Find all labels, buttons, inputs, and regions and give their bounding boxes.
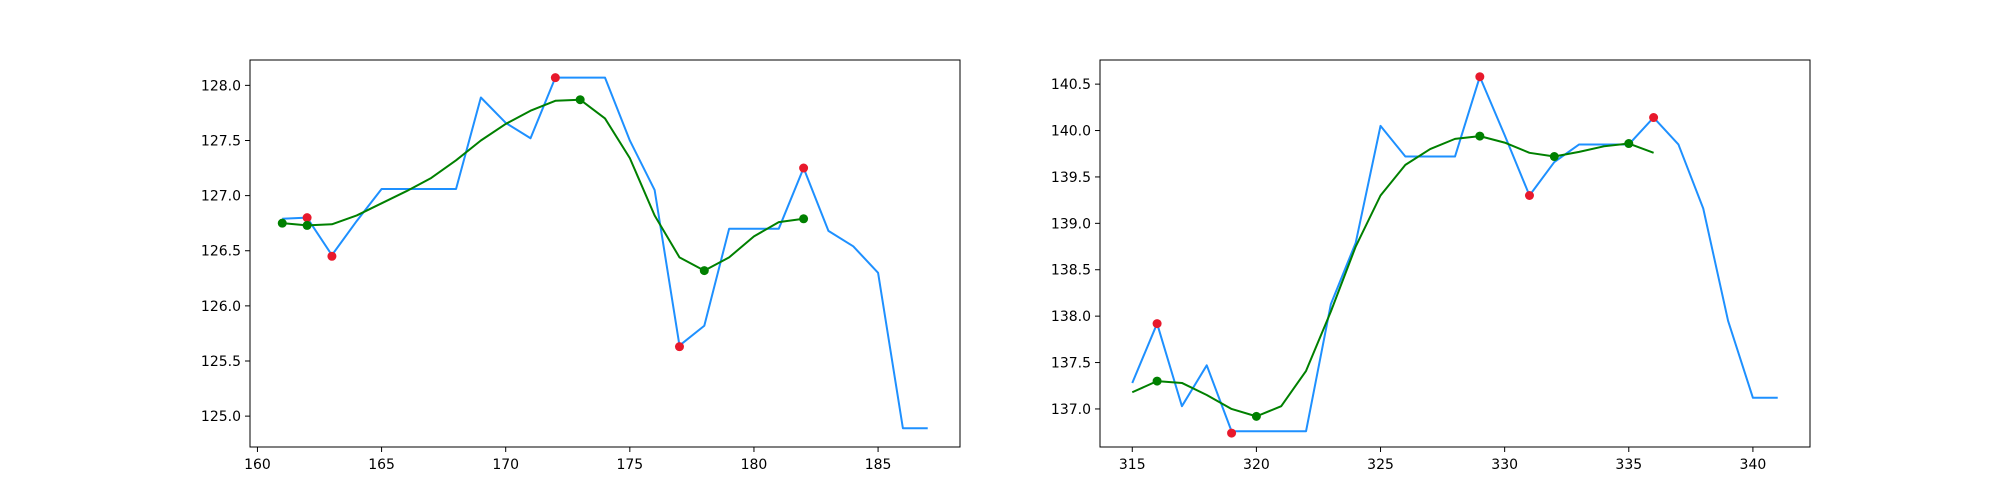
- x-tick-label: 180: [741, 457, 768, 473]
- y-tick-label: 126.0: [201, 299, 241, 315]
- x-tick-label: 335: [1615, 457, 1642, 473]
- x-tick-label: 185: [865, 457, 892, 473]
- red-extremum-point: [674, 342, 684, 352]
- x-tick-label: 330: [1491, 457, 1518, 473]
- y-tick-label: 138.5: [1051, 263, 1091, 279]
- x-tick-label: 160: [244, 457, 271, 473]
- y-tick-label: 137.5: [1051, 356, 1091, 372]
- smoothed-series-line: [282, 98, 804, 272]
- green-extremum-point: [277, 218, 287, 228]
- red-extremum-point: [1524, 190, 1534, 200]
- y-tick-label: 126.5: [201, 244, 241, 260]
- green-extremum-point: [699, 266, 709, 276]
- smoothed-series-line: [1131, 135, 1654, 418]
- y-tick-label: 137.0: [1051, 402, 1091, 418]
- y-tick-label: 140.5: [1051, 77, 1091, 93]
- x-tick-label: 320: [1243, 457, 1270, 473]
- x-tick-label: 170: [492, 457, 519, 473]
- red-extremum-point: [302, 213, 312, 223]
- red-extremum-point: [1227, 428, 1237, 438]
- y-tick-label: 139.5: [1051, 170, 1091, 186]
- red-extremum-point: [1475, 72, 1485, 82]
- red-extremum-point: [1649, 113, 1659, 123]
- y-tick-label: 128.0: [201, 78, 241, 94]
- y-tick-label: 125.0: [201, 409, 241, 425]
- plot-frame: [249, 59, 961, 448]
- price-series-line: [1131, 75, 1778, 433]
- plot-frame: [1099, 59, 1811, 448]
- y-tick-label: 127.0: [201, 189, 241, 205]
- x-tick-label: 325: [1367, 457, 1394, 473]
- y-tick-label: 140.0: [1051, 124, 1091, 140]
- red-extremum-point: [1152, 319, 1162, 329]
- price-series-line: [282, 76, 928, 430]
- red-extremum-point: [327, 251, 337, 261]
- y-tick-label: 139.0: [1051, 216, 1091, 232]
- green-extremum-point: [1152, 376, 1162, 386]
- green-extremum-point: [1251, 411, 1261, 421]
- x-tick-label: 340: [1740, 457, 1767, 473]
- x-tick-label: 175: [616, 457, 643, 473]
- chart-1: 160 165 170 175 180 185 125.0 125.5 126.0 126.5 12…: [201, 59, 961, 473]
- y-tick-label: 127.5: [201, 133, 241, 149]
- chart-2: 315 320 325 330 335 340 137.0 137.5 138.0 138.5 13…: [1051, 59, 1811, 473]
- green-extremum-point: [575, 95, 585, 105]
- green-extremum-point: [799, 214, 809, 224]
- green-extremum-point: [1549, 152, 1559, 162]
- x-tick-label: 165: [368, 457, 395, 473]
- y-tick-label: 138.0: [1051, 309, 1091, 325]
- green-extremum-point: [1624, 139, 1634, 149]
- green-extremum-point: [302, 220, 312, 230]
- green-extremum-point: [1475, 131, 1485, 141]
- red-extremum-point: [799, 163, 809, 173]
- y-tick-label: 125.5: [201, 354, 241, 370]
- x-tick-label: 315: [1119, 457, 1146, 473]
- red-extremum-point: [550, 73, 560, 83]
